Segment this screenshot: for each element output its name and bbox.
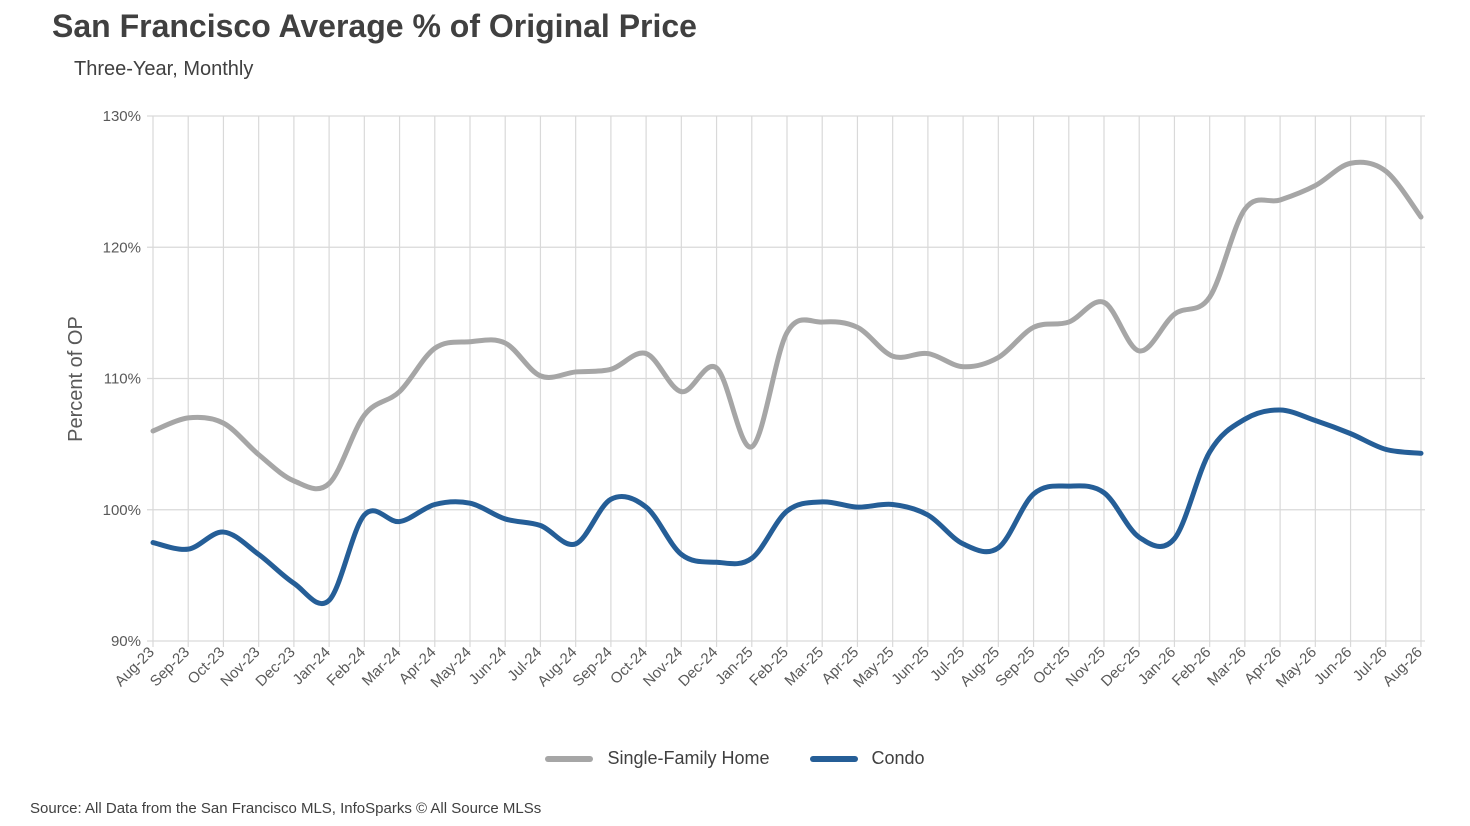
legend-label: Single-Family Home [607, 748, 770, 768]
legend-label: Condo [871, 748, 925, 768]
grid-lines [147, 115, 1425, 647]
series-line-condo [150, 407, 1424, 607]
x-tick-label: Sep-25 [992, 644, 1038, 690]
y-tick-label: 110% [104, 371, 141, 388]
legend-swatch-condo [809, 755, 858, 762]
y-tick-label: 100% [103, 502, 141, 519]
series-lines [150, 159, 1424, 607]
x-tick-label: Feb-24 [324, 644, 370, 690]
x-tick-label: Feb-26 [1169, 644, 1215, 690]
x-tick-label: Jun-25 [888, 644, 932, 688]
y-axis-ticks: 90% 100% 110% 120% 130% [103, 108, 141, 650]
x-tick-label: Jun-24 [466, 644, 510, 688]
x-tick-label: Mar-25 [781, 644, 827, 690]
x-tick-label: Mar-24 [359, 644, 405, 690]
y-tick-label: 90% [111, 633, 141, 650]
y-tick-label: 120% [103, 239, 141, 256]
x-axis-ticks: Aug-23Sep-23Oct-23Nov-23Dec-23Jan-24Feb-… [112, 644, 1426, 691]
legend-swatch-single-family [545, 755, 594, 762]
x-tick-label: Dec-23 [253, 644, 299, 690]
x-tick-label: Dec-24 [675, 644, 721, 690]
source-note: Source: All Data from the San Francisco … [30, 800, 542, 817]
x-tick-label: Aug-26 [1380, 644, 1426, 690]
y-tick-label: 130% [103, 108, 141, 125]
x-tick-label: Feb-25 [746, 644, 792, 690]
y-axis-label: Percent of OP [65, 316, 87, 442]
legend: Single-Family Home Condo [0, 748, 1470, 769]
legend-item-single-family[interactable]: Single-Family Home [545, 748, 770, 769]
x-tick-label: Mar-26 [1204, 644, 1250, 690]
chart-subtitle: Three-Year, Monthly [74, 58, 254, 80]
x-tick-label: Sep-23 [147, 644, 193, 690]
chart-title: San Francisco Average % of Original Pric… [52, 8, 697, 44]
x-tick-label: Jun-26 [1311, 644, 1355, 688]
legend-item-condo[interactable]: Condo [809, 748, 925, 769]
x-tick-label: Dec-25 [1098, 644, 1144, 690]
x-tick-label: Sep-24 [569, 644, 615, 690]
series-line-single-family-home [150, 159, 1424, 492]
